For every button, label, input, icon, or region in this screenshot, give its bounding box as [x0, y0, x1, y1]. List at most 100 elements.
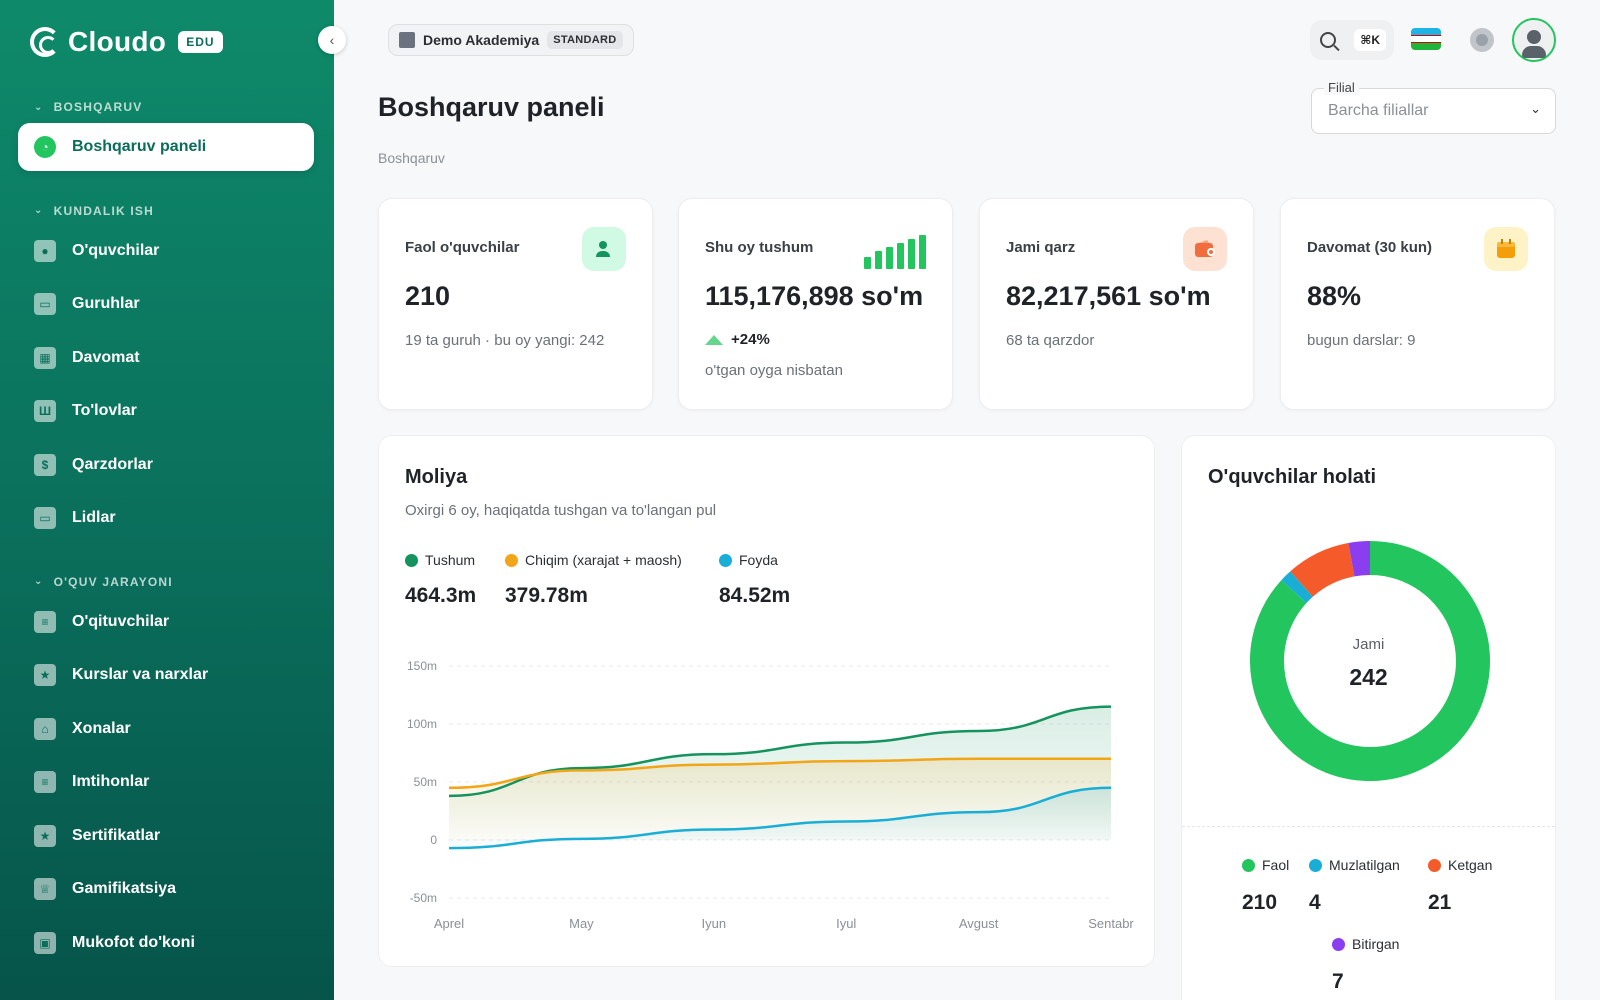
sidebar-item-label: Xonalar: [72, 719, 131, 737]
sidebar-item-boshqaruv-paneli[interactable]: ◔ Boshqaruv paneli: [18, 123, 314, 171]
sidebar-item-label: Imtihonlar: [72, 773, 150, 790]
x-tick-label: Iyul: [836, 916, 856, 931]
y-tick-label: 100m: [407, 717, 437, 731]
brand-name: Cloudo: [68, 26, 167, 57]
legend-item-faol[interactable]: Faol: [1242, 857, 1289, 873]
sidebar-item-gamifikatsiya[interactable]: ♕ Gamifikatsiya: [18, 865, 314, 913]
sidebar-item-label: O'quvchilar: [72, 241, 160, 259]
invoice-icon: $: [34, 453, 56, 476]
stat-subtext: bugun darslar: 9: [1307, 332, 1416, 349]
search-shortcut: ⌘K: [1354, 29, 1386, 51]
cloudo-logo-icon: [30, 27, 60, 57]
value-bitirgan: 7: [1332, 970, 1344, 993]
sidebar-item-to-lovlar[interactable]: Ш To'lovlar: [18, 387, 314, 435]
legend-item-muzlatilgan[interactable]: Muzlatilgan: [1309, 857, 1400, 873]
y-tick-label: 0: [430, 833, 437, 847]
trend: +24%: [705, 331, 770, 348]
sidebar-item-label: Gamifikatsiya: [72, 880, 177, 897]
wallet-icon: [1183, 227, 1227, 271]
donut-slice-muzlatilgan[interactable]: [1281, 571, 1313, 604]
nav-section-2[interactable]: ⌄ KUNDALIK ISH: [34, 204, 154, 218]
user-avatar-icon: [1527, 30, 1541, 44]
student-status-card: O'quvchilar holati Jami 242 Faol Muzlati…: [1181, 435, 1556, 1000]
stat-label: Jami qarz: [1006, 239, 1076, 256]
x-tick-label: Avgust: [959, 916, 999, 931]
legend-item-foyda[interactable]: Foyda: [719, 552, 778, 568]
star-badge-icon: ★: [34, 664, 56, 686]
sidebar-item-o-quvchilar[interactable]: ● O'quvchilar: [18, 227, 314, 275]
sidebar-item-kurslar-va-narxlar[interactable]: ★ Kurslar va narxlar: [18, 651, 314, 699]
language-flag-icon[interactable]: [1411, 28, 1441, 50]
sidebar-item-o-qituvchilar[interactable]: ≡ O'qituvchilar: [18, 598, 314, 646]
sidebar-item-label: Davomat: [72, 348, 140, 366]
donut-slice-bitirgan[interactable]: [1348, 541, 1371, 577]
room-icon: ⌂: [34, 717, 56, 740]
user-icon: [582, 227, 626, 271]
sidebar-item-label: Boshqaruv paneli: [72, 138, 207, 155]
student-status-donut-chart: [1250, 541, 1490, 781]
search-button[interactable]: ⌘K: [1310, 20, 1394, 60]
stat-value: 82,217,561 so'm: [1006, 281, 1211, 311]
legend-item-bitirgan[interactable]: Bitirgan: [1332, 936, 1399, 952]
y-tick-label: -50m: [410, 891, 437, 905]
calendar-icon: [1484, 227, 1528, 271]
brand[interactable]: Cloudo EDU: [30, 26, 223, 58]
teacher-icon: ≡: [34, 610, 56, 633]
sidebar-item-lidlar[interactable]: ▭ Lidlar: [18, 494, 314, 542]
sidebar-item-label: Mukofot do'koni: [72, 933, 195, 951]
series-line-tushum[interactable]: [448, 705, 1112, 798]
finance-card: Moliya Oxirgi 6 oy, haqiqatda tushgan va…: [378, 435, 1155, 967]
nav-section-3[interactable]: ⌄ O'QUV JARAYONI: [34, 575, 173, 589]
sidebar-item-label: Lidlar: [72, 509, 116, 526]
calendar-icon: ▦: [34, 346, 56, 369]
sidebar-item-label: Qarzdorlar: [72, 455, 153, 473]
user-icon: ●: [34, 239, 56, 262]
gear-icon[interactable]: [1470, 28, 1494, 52]
donut-slice-faol[interactable]: [1250, 541, 1490, 781]
student-status-title: O'quvchilar holati: [1208, 466, 1377, 488]
organization-selector[interactable]: Demo Akademiya STANDARD: [388, 24, 634, 56]
donut-slice-ketgan[interactable]: [1290, 542, 1356, 598]
sidebar-item-davomat[interactable]: ▦ Davomat: [18, 334, 314, 382]
legend-item-tushum[interactable]: Tushum: [405, 552, 475, 568]
total-foyda: 84.52m: [719, 584, 791, 607]
value-faol: 210: [1242, 891, 1278, 914]
series-line-chiqim[interactable]: [448, 757, 1111, 790]
stat-label: Faol o'quvchilar: [405, 239, 520, 256]
breadcrumb[interactable]: Boshqaruv: [378, 150, 445, 166]
avatar[interactable]: [1512, 18, 1556, 62]
bank-icon: Ш: [34, 400, 56, 422]
brand-badge: EDU: [178, 31, 223, 53]
filial-select[interactable]: Filial Barcha filiallar ⌄: [1311, 80, 1556, 134]
divider: [1182, 826, 1555, 827]
nav-section-1[interactable]: ⌄ BOSHQARUV: [34, 100, 142, 114]
sidebar-item-xonalar[interactable]: ⌂ Xonalar: [18, 705, 314, 753]
sidebar-item-sertifikatlar[interactable]: ★ Sertifikatlar: [18, 812, 314, 860]
finance-subtitle: Oxirgi 6 oy, haqiqatda tushgan va to'lan…: [405, 502, 717, 519]
stat-card-active-students: Faol o'quvchilar 210 19 ta guruh · bu oy…: [378, 198, 653, 410]
sidebar-item-guruhlar[interactable]: ▭ Guruhlar: [18, 280, 314, 328]
gift-icon: ▣: [34, 931, 56, 954]
x-tick-label: Aprel: [434, 916, 464, 931]
sidebar-collapse-button[interactable]: ‹: [318, 26, 346, 54]
sidebar-item-mukofot-do-koni[interactable]: ▣ Mukofot do'koni: [18, 919, 314, 967]
chevron-down-icon: ⌄: [1530, 101, 1541, 116]
page-title: Boshqaruv paneli: [378, 92, 605, 122]
stat-value: 210: [405, 281, 451, 311]
stat-subtext: 68 ta qarzdor: [1006, 332, 1095, 349]
sidebar-item-qarzdorlar[interactable]: $ Qarzdorlar: [18, 441, 314, 489]
finance-line-chart: 150m 100m 50m 0 -50m Aprel May Iyun Iyul Avgust Se…: [407, 659, 1134, 931]
sidebar-item-imtihonlar[interactable]: ≡ Imtihonlar: [18, 758, 314, 806]
total-chiqim: 379.78m: [505, 584, 588, 607]
board-icon: ▭: [34, 507, 56, 529]
legend-item-chiqim[interactable]: Chiqim (xarajat + maosh): [505, 552, 682, 568]
finance-title: Moliya: [405, 466, 468, 488]
trend-up-icon: [705, 334, 723, 345]
legend-item-ketgan[interactable]: Ketgan: [1428, 857, 1492, 873]
sidebar-item-label: To'lovlar: [72, 402, 137, 419]
value-ketgan: 21: [1428, 891, 1452, 914]
series-line-foyda[interactable]: [448, 786, 1112, 850]
total-tushum: 464.3m: [405, 584, 477, 607]
building-icon: [399, 32, 415, 48]
board-icon: ▭: [34, 293, 56, 315]
